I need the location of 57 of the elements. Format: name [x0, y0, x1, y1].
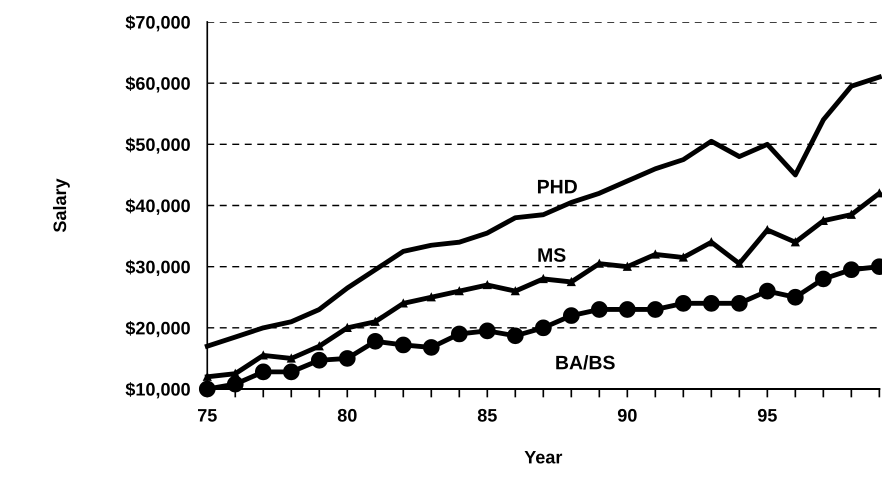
y-tick-label: $70,000: [126, 15, 190, 32]
x-tick-label: 95: [758, 408, 777, 422]
point: [422, 339, 440, 356]
x-tick-label: 80: [338, 408, 357, 422]
series-label: PHD: [538, 180, 577, 194]
point: [282, 364, 300, 380]
x-axis-title: Year: [524, 450, 562, 464]
point: [394, 336, 412, 354]
point: [315, 342, 324, 350]
point: [562, 307, 580, 324]
point: [483, 280, 492, 290]
point: [843, 261, 860, 278]
point: [759, 282, 776, 300]
series-label: MS: [538, 248, 566, 262]
point: [651, 250, 660, 259]
point: [450, 326, 468, 342]
point: [618, 301, 636, 318]
point: [511, 286, 520, 296]
point: [646, 301, 664, 318]
point: [366, 332, 384, 350]
point: [539, 274, 548, 284]
y-tick-label: $20,000: [126, 320, 190, 338]
x-tick-label: 85: [478, 408, 497, 422]
series-label: BA/BS: [556, 355, 615, 370]
point: [198, 380, 216, 398]
point: [534, 320, 552, 336]
point: [787, 288, 804, 306]
point: [254, 364, 272, 380]
point: [703, 295, 720, 312]
y-tick-label: $10,000: [126, 382, 190, 398]
x-tick-label: 90: [618, 408, 637, 422]
point: [427, 293, 436, 302]
point: [735, 259, 744, 268]
point: [567, 278, 576, 286]
point: [623, 262, 632, 271]
y-tick-label: $30,000: [126, 260, 190, 276]
y-tick-label: $40,000: [126, 198, 190, 215]
point: [338, 350, 356, 367]
point: [791, 238, 800, 246]
point: [590, 301, 608, 318]
point: [847, 210, 856, 219]
x-tick-label: 75: [198, 409, 217, 422]
point: [674, 295, 692, 312]
point: [478, 322, 496, 340]
point: [455, 286, 464, 296]
point: [287, 354, 296, 363]
point: [731, 295, 748, 312]
point: [679, 253, 688, 262]
point: [506, 327, 524, 344]
y-axis-title: Salary: [52, 178, 70, 232]
point: [226, 376, 244, 392]
point: [815, 270, 832, 288]
point: [203, 372, 212, 381]
y-tick-label: $60,000: [126, 76, 190, 93]
point: [371, 318, 380, 326]
y-tick-label: $50,000: [126, 137, 190, 154]
point: [310, 352, 328, 369]
